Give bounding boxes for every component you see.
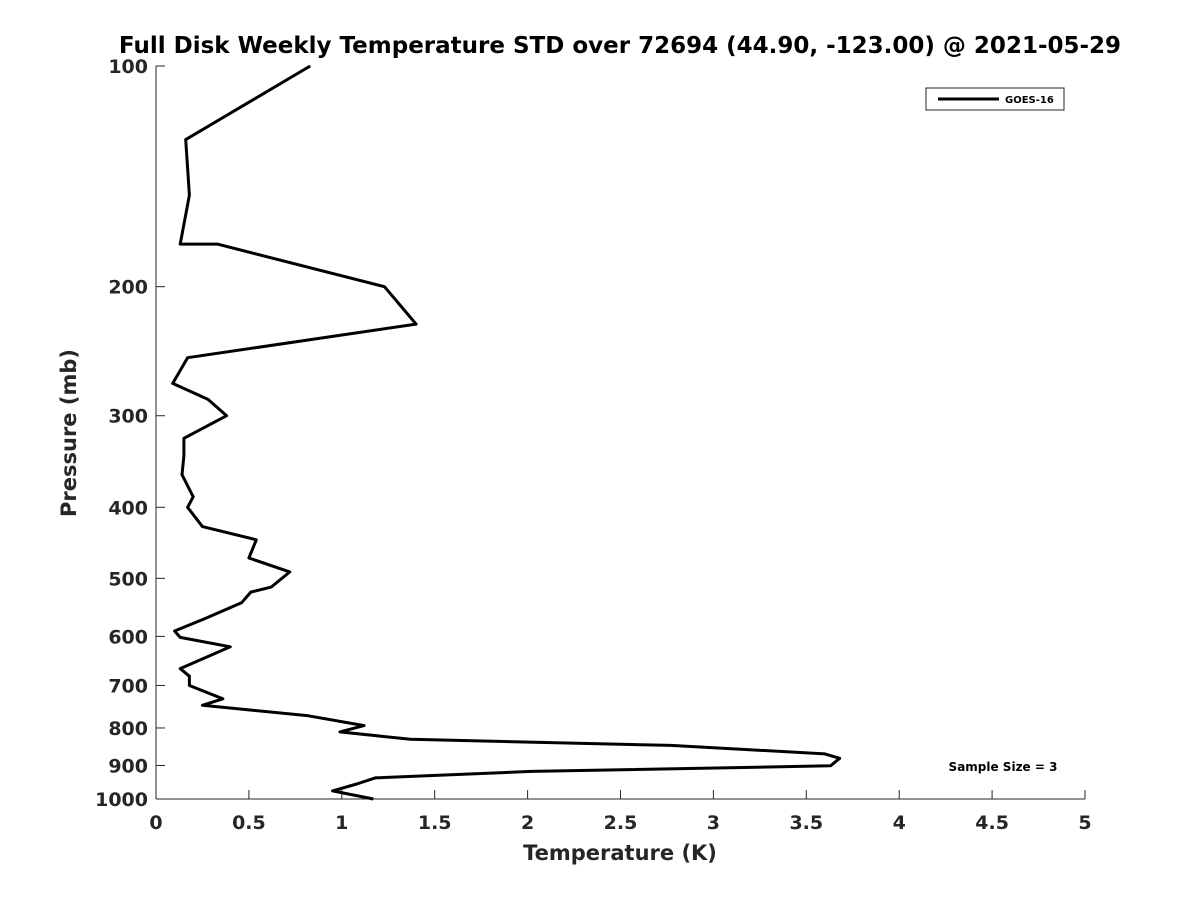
x-axis-label: Temperature (K) (523, 841, 717, 865)
series-group (171, 64, 842, 801)
x-tick-label: 5 (1078, 812, 1091, 834)
y-tick-label: 500 (108, 568, 148, 590)
x-tick-label: 0 (149, 812, 162, 834)
x-tick-label: 3 (707, 812, 720, 834)
x-tick-label: 3.5 (789, 812, 823, 834)
y-axis-label: Pressure (mb) (57, 349, 81, 517)
y-tick-label: 700 (108, 675, 148, 697)
x-tick-label: 2.5 (604, 812, 638, 834)
y-tick-label: 600 (108, 626, 148, 648)
y-tick-label: 400 (108, 497, 148, 519)
y-axis-ticks: 100 200 300 400 500 600 700 800 900 1000 (95, 56, 165, 811)
y-tick-label: 900 (108, 755, 148, 777)
x-tick-label: 0.5 (232, 812, 266, 834)
sample-size-annotation: Sample Size = 3 (949, 760, 1058, 774)
x-tick-label: 4 (893, 812, 906, 834)
y-tick-label: 1000 (95, 789, 148, 811)
legend-label-goes-16: GOES-16 (1005, 95, 1054, 106)
y-tick-label: 300 (108, 406, 148, 428)
y-tick-label: 100 (108, 56, 148, 78)
axes (155, 66, 1085, 800)
y-tick-label: 800 (108, 718, 148, 740)
x-tick-label: 1 (335, 812, 348, 834)
x-axis-ticks: 0 0.5 1 1.5 2 2.5 3 3.5 4 4.5 5 (149, 790, 1092, 834)
y-tick-label: 200 (108, 277, 148, 299)
chart-title: Full Disk Weekly Temperature STD over 72… (119, 33, 1121, 59)
x-tick-label: 2 (521, 812, 534, 834)
x-tick-label: 1.5 (418, 812, 452, 834)
legend: GOES-16 (925, 87, 1065, 111)
series-line-goes-16 (171, 64, 842, 801)
x-tick-label: 4.5 (975, 812, 1009, 834)
